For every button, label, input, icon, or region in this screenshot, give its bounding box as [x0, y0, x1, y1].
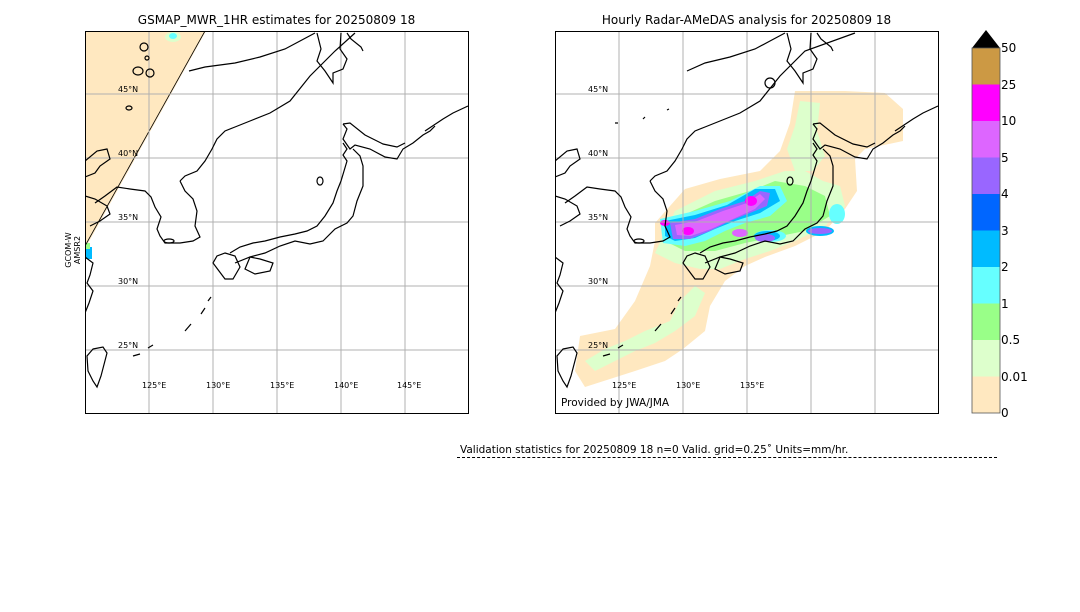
left-map-title: GSMAP_MWR_1HR estimates for 20250809 18 — [137, 13, 416, 27]
left-map-gsmap — [85, 31, 468, 413]
tick-30n: 30°N — [118, 277, 139, 286]
tick-25n: 25°N — [118, 341, 139, 350]
tick-40n: 40°N — [588, 149, 609, 158]
colorbar — [971, 30, 1001, 414]
cb-tick-4: 4 — [1001, 187, 1009, 201]
cb-tick-0: 0 — [1001, 406, 1009, 420]
tick-130e: 130°E — [676, 381, 701, 390]
tick-35n: 35°N — [588, 213, 609, 222]
tick-40n: 40°N — [118, 149, 139, 158]
tick-30n: 30°N — [588, 277, 609, 286]
validation-stats: Validation statistics for 20250809 18 n=… — [460, 444, 849, 456]
satellite-label: GCOM-W AMSR2 — [64, 232, 82, 268]
coastlines — [85, 32, 468, 389]
cb-tick-0-01: 0.01 — [1001, 370, 1028, 384]
right-map-frame — [555, 31, 939, 414]
tick-125e: 125°E — [142, 381, 167, 390]
right-map-canvas — [555, 31, 938, 413]
cb-tick-3: 3 — [1001, 224, 1009, 238]
tick-45n: 45°N — [118, 85, 139, 94]
colorbar-extend-arrow — [972, 30, 1000, 48]
cb-tick-1: 1 — [1001, 297, 1009, 311]
cb-tick-5: 5 — [1001, 151, 1009, 165]
tick-135e: 135°E — [270, 381, 295, 390]
cb-tick-50: 50 — [1001, 41, 1017, 55]
tick-125e: 125°E — [612, 381, 637, 390]
tick-145e: 145°E — [397, 381, 422, 390]
tick-25n: 25°N — [588, 341, 609, 350]
tick-35n: 35°N — [118, 213, 139, 222]
tick-45n: 45°N — [588, 85, 609, 94]
cb-tick-2: 2 — [1001, 260, 1009, 274]
coastlines — [555, 32, 938, 389]
right-map-title: Hourly Radar-AMeDAS analysis for 2025080… — [601, 13, 892, 27]
data-credit: Provided by JWA/JMA — [561, 397, 670, 409]
stats-divider — [457, 457, 997, 458]
cb-tick-25: 25 — [1001, 78, 1017, 92]
tick-130e: 130°E — [206, 381, 231, 390]
cb-tick-10: 10 — [1001, 114, 1017, 128]
left-map-canvas — [85, 31, 468, 413]
cb-tick-0-5: 0.5 — [1001, 333, 1021, 347]
tick-140e: 140°E — [334, 381, 359, 390]
left-map-frame — [85, 31, 469, 414]
right-map-radar — [555, 31, 938, 413]
tick-135e: 135°E — [740, 381, 765, 390]
